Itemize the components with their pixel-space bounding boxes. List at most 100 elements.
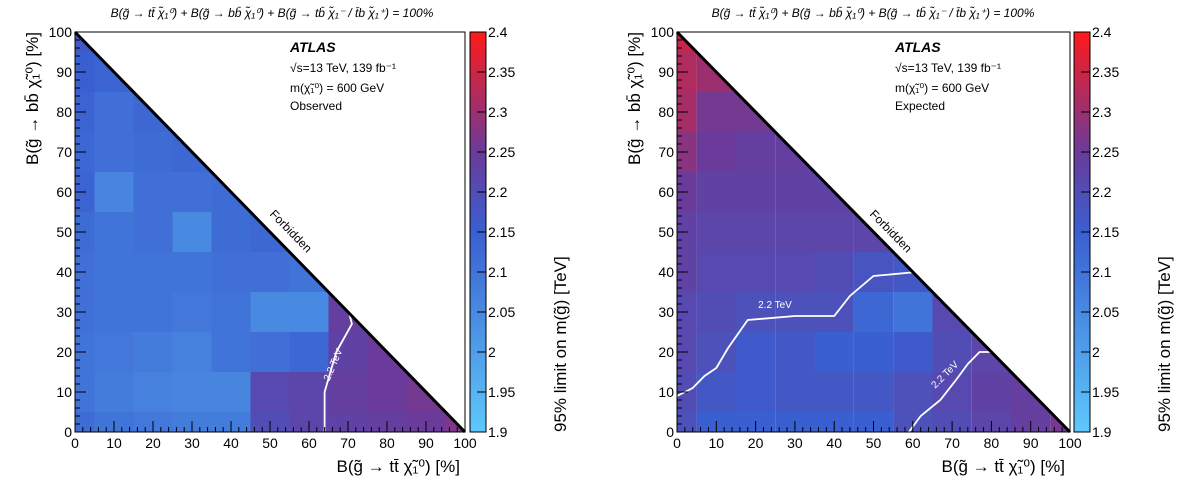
- heatmap-cell: [75, 412, 95, 432]
- heatmap-cell: [133, 372, 173, 412]
- heatmap-cell: [932, 372, 972, 412]
- heatmap-cell: [211, 292, 251, 332]
- energy-label: √s=13 TeV, 139 fb⁻¹: [290, 61, 396, 75]
- x-tick-label: 20: [748, 435, 764, 451]
- x-axis: 0 10 20 30 40 50 60 70 80 90 100: [673, 421, 1082, 451]
- x-tick-label: 10: [709, 435, 725, 451]
- y-tick-label: 80: [658, 104, 674, 120]
- x-tick-label: 10: [106, 435, 122, 451]
- heatmap-cell: [696, 332, 736, 372]
- x-tick-label: 100: [1058, 435, 1082, 451]
- heatmap-cell: [172, 292, 212, 332]
- y-tick-label: 10: [56, 384, 72, 400]
- y-axis: 0 10 20 30 40 50 60 70 80 90 100: [651, 24, 688, 440]
- color-scale-axis: 1.9 1.95 2 2.05 2.1 2.15 2.2 2.25 2.3 2.35 2.4: [477, 24, 515, 440]
- heatmap-cell: [328, 372, 368, 412]
- y-axis-label: B(g̃ → bb̄ χ̃₁⁰) [%]: [625, 32, 644, 165]
- heatmap-cell: [736, 132, 776, 172]
- x-tick-label: 20: [145, 435, 161, 451]
- z-tick-label: 2.05: [488, 304, 515, 320]
- lsp-mass-label: m(χ̃₁⁰) = 600 GeV: [290, 81, 384, 95]
- x-tick-label: 40: [223, 435, 239, 451]
- z-tick-label: 2.4: [488, 24, 508, 40]
- contour-lines: [676, 271, 996, 433]
- heatmap-cell: [814, 372, 854, 412]
- atlas-label: ATLAS: [289, 39, 336, 55]
- observed-label: Observed: [290, 99, 342, 113]
- heatmap-cell: [775, 292, 815, 332]
- heatmap-cell: [94, 372, 134, 412]
- heatmap-cell: [932, 332, 972, 372]
- y-axis-label: B(g̃ → bb̄ χ̃₁⁰) [%]: [23, 32, 42, 165]
- heatmap-cell: [94, 292, 134, 332]
- z-tick-label: 2.15: [488, 224, 515, 240]
- z-tick-label: 2: [488, 344, 496, 360]
- forbidden-boundary: [73, 30, 467, 434]
- heatmap-cell: [133, 292, 173, 332]
- x-axis: 0 10 20 30 40 50 60 70 80 90 100: [71, 421, 477, 451]
- heatmap-cell: [133, 132, 173, 172]
- y-tick-label: 50: [658, 224, 674, 240]
- z-tick-label: 2.1: [1092, 264, 1112, 280]
- heatmap-cell: [211, 332, 251, 372]
- y-tick-label: 80: [56, 104, 72, 120]
- heatmap-cell: [211, 252, 251, 292]
- heatmap-cell: [94, 332, 134, 372]
- heatmap-cell: [250, 292, 290, 332]
- forbidden-boundary: [675, 30, 1072, 434]
- observed-panel: B(g̃ → tt̄ χ̃₁⁰) + B(g̃ → bb̄ χ̃₁⁰) + B(…: [23, 5, 570, 476]
- heatmap-cell: [893, 292, 933, 332]
- y-tick-label: 70: [658, 144, 674, 160]
- heatmap-cell: [775, 332, 815, 372]
- x-tick-label: 0: [673, 435, 681, 451]
- x-tick-label: 70: [944, 435, 960, 451]
- y-tick-label: 20: [658, 344, 674, 360]
- z-tick-label: 2.1: [488, 264, 508, 280]
- z-tick-label: 2.3: [1092, 104, 1112, 120]
- y-tick-label: 0: [64, 424, 72, 440]
- z-tick-label: 2.35: [488, 64, 515, 80]
- heatmap-cell: [172, 252, 212, 292]
- z-tick-label: 1.95: [488, 384, 515, 400]
- x-tick-label: 100: [453, 435, 477, 451]
- x-tick-label: 90: [1023, 435, 1039, 451]
- y-tick-label: 0: [666, 424, 674, 440]
- z-tick-label: 2.15: [1092, 224, 1119, 240]
- heatmap-cell: [736, 332, 776, 372]
- z-tick-label: 2.35: [1092, 64, 1119, 80]
- heatmap-cell: [814, 212, 854, 252]
- color-scale-label: 95% limit on m(g̃) [TeV]: [551, 256, 570, 432]
- heatmap-cell: [893, 372, 933, 412]
- heatmap-cell: [814, 332, 854, 372]
- heatmap-cell: [736, 292, 776, 332]
- y-tick-label: 90: [56, 64, 72, 80]
- z-tick-label: 2.05: [1092, 304, 1119, 320]
- chart-title: B(g̃ → tt̄ χ̃₁⁰) + B(g̃ → bb̄ χ̃₁⁰) + B(…: [111, 5, 434, 20]
- z-tick-label: 1.9: [1092, 424, 1112, 440]
- heatmap-cell: [696, 252, 736, 292]
- heatmap-cell: [172, 372, 212, 412]
- z-tick-label: 2.4: [1092, 24, 1112, 40]
- heatmap-cell: [853, 252, 894, 292]
- y-axis: 0 10 20 30 40 50 60 70 80 90 100: [49, 24, 86, 440]
- heatmap-cell: [211, 212, 251, 252]
- expected-label: Expected: [895, 99, 945, 113]
- heatmap-cell: [971, 372, 1011, 412]
- y-tick-label: 40: [658, 264, 674, 280]
- heatmap-cell: [133, 172, 173, 212]
- heatmap-cell: [133, 332, 173, 372]
- x-tick-label: 0: [71, 435, 79, 451]
- heatmap-cell: [696, 172, 736, 212]
- heatmap-cell: [94, 212, 134, 252]
- heatmap-cell: [814, 252, 854, 292]
- y-tick-label: 100: [49, 24, 73, 40]
- heatmap-cell: [853, 372, 894, 412]
- heatmap-cell: [133, 212, 173, 252]
- y-tick-label: 20: [56, 344, 72, 360]
- y-tick-label: 90: [658, 64, 674, 80]
- heatmap-cell: [696, 372, 736, 412]
- z-tick-label: 1.95: [1092, 384, 1119, 400]
- contour-2p2-tev: [676, 271, 917, 397]
- x-tick-label: 50: [866, 435, 882, 451]
